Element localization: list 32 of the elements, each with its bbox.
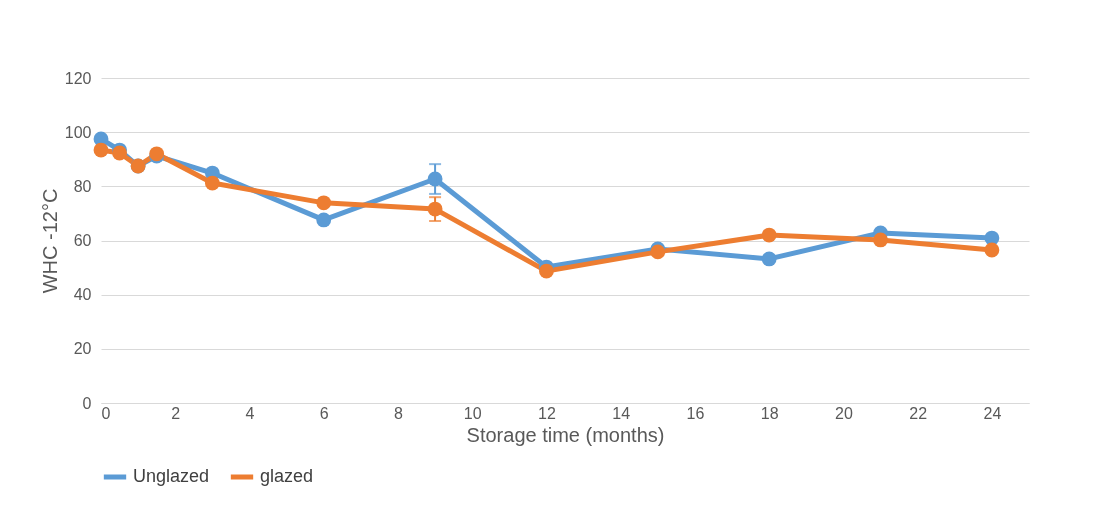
x-axis-title: Storage time (months) xyxy=(466,423,665,446)
point xyxy=(316,212,332,228)
legend-label: glazed xyxy=(260,466,314,486)
point xyxy=(93,142,109,158)
x-tick-label: 14 xyxy=(612,404,631,422)
x-tick-label: 18 xyxy=(760,404,779,422)
point xyxy=(539,263,554,279)
legend-label: Unglazed xyxy=(133,466,210,486)
point xyxy=(761,227,777,243)
x-tick-label: 8 xyxy=(394,404,404,422)
point xyxy=(316,195,332,211)
x-tick-label: 6 xyxy=(319,404,329,422)
x-tick-label: 12 xyxy=(538,404,556,422)
x-tick-label: 2 xyxy=(171,404,181,422)
y-tick-label: 60 xyxy=(73,232,92,249)
y-tick-label: 120 xyxy=(64,69,92,87)
x-tick-label: 20 xyxy=(835,404,853,422)
y-tick-label: 20 xyxy=(73,340,92,358)
point xyxy=(204,175,220,191)
x-tick-label: 24 xyxy=(983,404,1002,422)
x-tick-label: 16 xyxy=(686,404,705,422)
y-tick-label: 80 xyxy=(73,177,92,195)
y-axis-title: WHC -12°C xyxy=(38,188,61,294)
x-tick-label: 10 xyxy=(463,404,482,422)
point xyxy=(873,232,888,248)
point xyxy=(761,251,777,267)
y-tick-label: 100 xyxy=(64,123,92,141)
x-tick-label: 0 xyxy=(101,404,111,422)
y-tick-label: 40 xyxy=(73,286,92,304)
x-tick-label: 4 xyxy=(245,404,255,422)
point xyxy=(984,242,1000,258)
x-tick-label: 22 xyxy=(909,404,928,422)
